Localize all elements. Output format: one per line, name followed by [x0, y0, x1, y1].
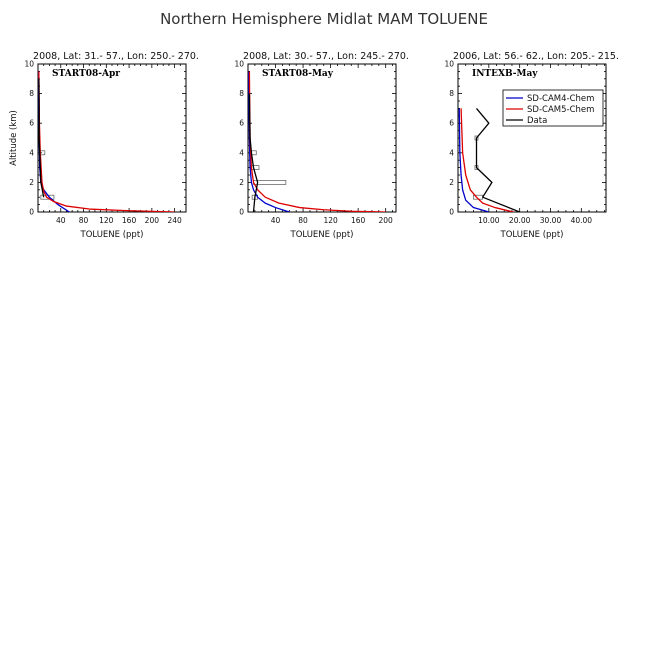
x-tick-label: 120: [323, 216, 338, 225]
x-tick-label: 160: [351, 216, 366, 225]
y-tick-label: 2: [29, 178, 34, 187]
y-tick-label: 4: [239, 148, 244, 157]
campaign-label: START08-Apr: [52, 69, 120, 79]
series-line-sd-cam4-chem: [248, 71, 290, 212]
data-range-box: [250, 165, 260, 170]
legend-label: SD-CAM5-Chem: [527, 105, 594, 115]
series-line-data: [475, 107, 520, 212]
panel-subtitle: 2006, Lat: 56.- 62., Lon: 205.- 215.: [453, 51, 619, 62]
series-line-sd-cam4-chem: [458, 108, 490, 212]
y-tick-label: 2: [449, 178, 454, 187]
panel-3: 2006, Lat: 56.- 62., Lon: 205.- 215. 0 2 4 6…: [444, 51, 619, 240]
plot-frame: [37, 63, 187, 213]
y-axis-label: Altitude (km): [9, 110, 19, 166]
y-tick-label: 0: [449, 208, 454, 217]
x-tick-label: 160: [122, 216, 137, 225]
x-tick-label: 10.00: [478, 216, 500, 225]
plot-frame: [247, 63, 397, 213]
x-tick-label: 200: [379, 216, 394, 225]
series-line-sd-cam5-chem: [460, 108, 514, 212]
panel-2: 2008, Lat: 30.- 57., Lon: 245.- 270. 0 2 4 6…: [234, 51, 409, 240]
series-line-data: [38, 78, 45, 198]
x-tick-label: 30.00: [540, 216, 562, 225]
x-tick-label: 40.00: [571, 216, 593, 225]
y-tick-label: 6: [449, 119, 454, 128]
x-tick-label: 240: [167, 216, 182, 225]
y-tick-label: 10: [234, 60, 244, 69]
y-tick-label: 8: [29, 89, 34, 98]
x-tick-label: 200: [145, 216, 160, 225]
panel-1: 2008, Lat: 31.- 57., Lon: 250.- 270. 0 2 4 6…: [9, 51, 199, 240]
x-tick-label: 80: [79, 216, 89, 225]
plot-area: [38, 71, 175, 212]
x-tick-label: 20.00: [509, 216, 531, 225]
plot-area: [248, 71, 386, 212]
campaign-label: INTEXB-May: [472, 69, 538, 79]
y-tick-label: 6: [29, 119, 34, 128]
x-axis-label: TOLUENE (ppt): [290, 230, 354, 240]
y-tick-label: 2: [239, 178, 244, 187]
x-axis-label: TOLUENE (ppt): [80, 230, 144, 240]
x-tick-label: 40: [271, 216, 281, 225]
y-tick-label: 4: [449, 148, 454, 157]
panels: 2008, Lat: 31.- 57., Lon: 250.- 270. 0 2 4 6…: [9, 51, 619, 240]
plot-frame: [457, 63, 607, 213]
y-tick-label: 0: [239, 208, 244, 217]
x-axis-label: TOLUENE (ppt): [500, 230, 564, 240]
x-tick-label: 40: [56, 216, 66, 225]
legend-label: SD-CAM4-Chem: [527, 94, 594, 104]
campaign-label: START08-May: [262, 69, 334, 79]
panel-subtitle: 2008, Lat: 30.- 57., Lon: 245.- 270.: [243, 51, 409, 62]
y-tick-label: 10: [24, 60, 34, 69]
data-range-box: [253, 180, 287, 185]
y-tick-label: 10: [444, 60, 454, 69]
x-tick-label: 80: [298, 216, 308, 225]
legend-label: Data: [527, 116, 547, 126]
y-tick-label: 8: [239, 89, 244, 98]
x-tick-label: 120: [99, 216, 114, 225]
y-tick-label: 6: [239, 119, 244, 128]
figure-title: Northern Hemisphere Midlat MAM TOLUENE: [160, 10, 488, 28]
y-tick-label: 8: [449, 89, 454, 98]
y-tick-label: 4: [29, 148, 34, 157]
plot-area: [458, 107, 520, 212]
series-line-data: [248, 93, 259, 212]
panel-subtitle: 2008, Lat: 31.- 57., Lon: 250.- 270.: [33, 51, 199, 62]
y-tick-label: 0: [29, 208, 34, 217]
series-line-sd-cam5-chem: [38, 71, 175, 212]
series-line-sd-cam5-chem: [248, 71, 386, 212]
